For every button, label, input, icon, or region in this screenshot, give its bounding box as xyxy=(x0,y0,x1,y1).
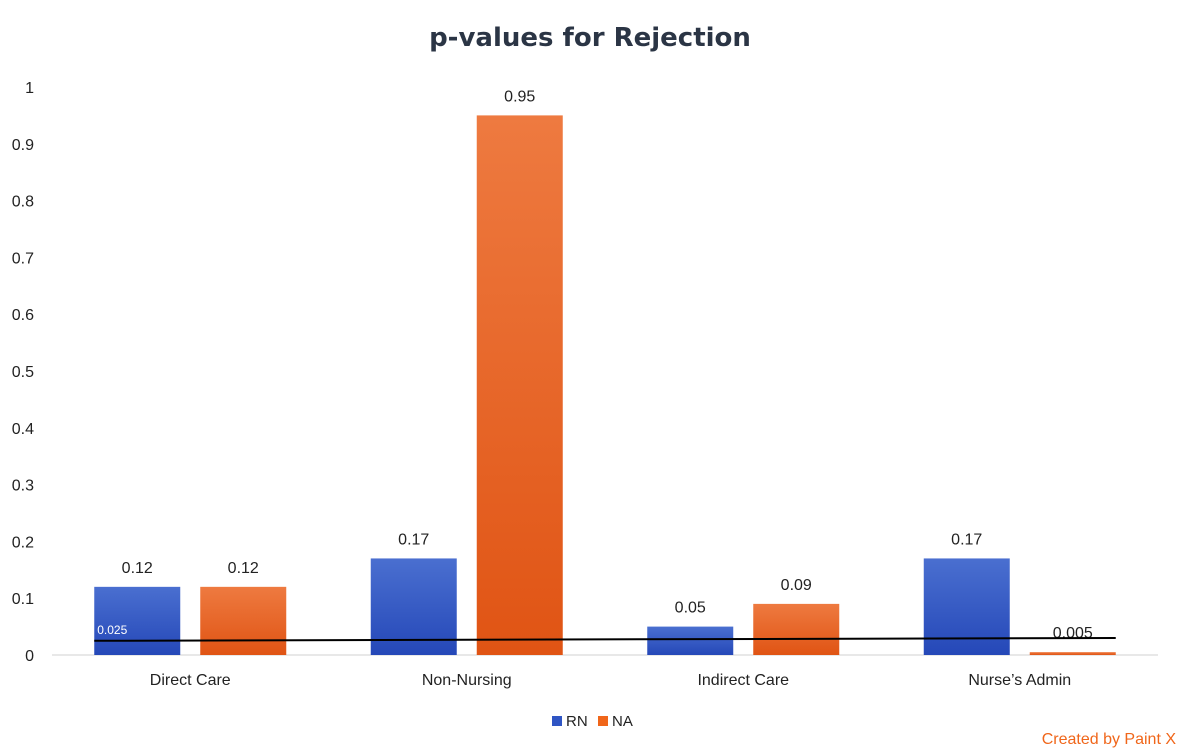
bar-na-2 xyxy=(476,115,563,655)
y-tick-label: 0.1 xyxy=(12,591,34,608)
chart-title: p-values for Rejection xyxy=(429,23,751,53)
y-tick-label: 0.7 xyxy=(12,250,34,267)
data-label: 0.12 xyxy=(228,560,259,577)
credit-text: Created by Paint X xyxy=(1042,731,1177,748)
x-tick-label: Non-Nursing xyxy=(422,672,512,689)
data-label: 0.05 xyxy=(675,600,706,617)
legend-swatch-na xyxy=(598,716,608,726)
y-tick-label: 0.6 xyxy=(12,307,34,324)
x-tick-label: Direct Care xyxy=(150,672,231,689)
y-tick-label: 0.3 xyxy=(12,478,34,495)
bar-rn-3 xyxy=(647,626,734,655)
data-label: 0.09 xyxy=(781,577,812,594)
data-label: 0.95 xyxy=(504,88,535,105)
y-tick-label: 1 xyxy=(25,80,34,97)
threshold-label: 0.025 xyxy=(97,623,127,637)
y-tick-label: 0.2 xyxy=(12,534,34,551)
x-tick-label: Indirect Care xyxy=(697,672,789,689)
threshold-line xyxy=(94,636,1116,642)
y-tick-label: 0.5 xyxy=(12,364,34,381)
y-tick-label: 0.9 xyxy=(12,137,34,154)
bar-na-4 xyxy=(1029,652,1116,655)
data-label: 0.005 xyxy=(1053,625,1093,642)
legend-swatch-rn xyxy=(552,716,562,726)
bar-na-3 xyxy=(753,603,840,655)
data-label: 0.12 xyxy=(122,560,153,577)
x-tick-label: Nurse’s Admin xyxy=(968,672,1071,689)
legend: RN NA xyxy=(552,713,633,730)
data-label: 0.17 xyxy=(398,531,429,548)
data-label: 0.17 xyxy=(951,531,982,548)
legend-label-na: NA xyxy=(612,713,633,730)
y-tick-label: 0.8 xyxy=(12,194,34,211)
bar-rn-4 xyxy=(923,558,1010,655)
threshold: 0.025 xyxy=(94,623,1116,642)
y-tick-label: 0.4 xyxy=(12,421,34,438)
bars xyxy=(94,115,1116,655)
legend-label-rn: RN xyxy=(566,713,588,730)
bar-na-1 xyxy=(200,586,287,655)
y-tick-label: 0 xyxy=(25,648,34,665)
bar-rn-1 xyxy=(94,586,181,655)
